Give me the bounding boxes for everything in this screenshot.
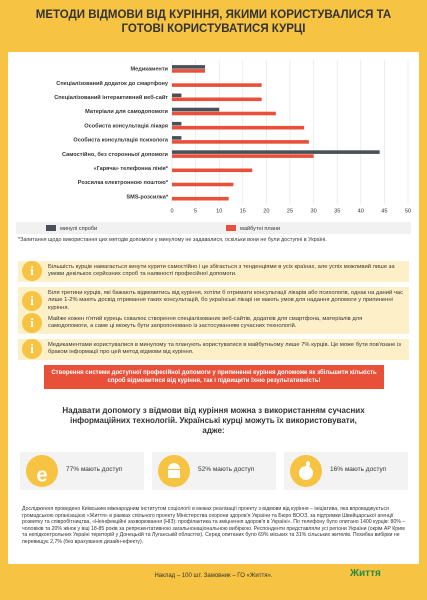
bar bbox=[172, 69, 206, 73]
access-card: 52% мають доступ bbox=[152, 452, 276, 490]
x-tick-label: 0 bbox=[170, 208, 173, 214]
bar bbox=[172, 196, 229, 201]
info-icon: i bbox=[22, 313, 42, 334]
fact-box: i Біля третини курців, які бажають відмов… bbox=[18, 287, 409, 316]
bar bbox=[172, 65, 206, 69]
title: МЕТОДИ ВІДМОВИ ВІД КУРІННЯ, ЯКИМИ КОРИСТ… bbox=[35, 9, 392, 35]
chart: 0 5 10 15 20 25 30 35 40 45 50 Медикаменти Спеціаліз… bbox=[54, 60, 411, 214]
fact-text: Медикаментами користувалися в минулому т… bbox=[48, 342, 401, 356]
legend-label: минулі спроби bbox=[60, 226, 97, 232]
bar bbox=[172, 121, 182, 126]
bar bbox=[172, 182, 234, 187]
footnote: *Запитання щодо використання цих методів… bbox=[18, 237, 327, 243]
bar bbox=[172, 97, 262, 102]
info-icon: i bbox=[22, 261, 42, 282]
bar bbox=[172, 83, 262, 87]
legend-label: майбутні плани bbox=[240, 225, 280, 232]
category-label: Особиста консультація психолога bbox=[73, 137, 169, 144]
category-label: SMS-розсилка* bbox=[126, 194, 168, 200]
bar bbox=[172, 93, 182, 98]
fact-text: Більшість курців намагається кинути кури… bbox=[48, 264, 395, 278]
x-tick-label: 50 bbox=[405, 208, 411, 214]
category-label: Спеціалізований інтерактивний веб-сайт bbox=[54, 94, 168, 101]
ie-icon: e bbox=[26, 455, 58, 487]
x-tick-label: 30 bbox=[310, 208, 316, 214]
x-tick-label: 20 bbox=[263, 208, 269, 214]
bar bbox=[172, 125, 305, 130]
x-tick-label: 15 bbox=[240, 208, 246, 214]
imprint: Наклад – 100 шт. Замовник – ГО «Життя». bbox=[154, 573, 273, 579]
x-tick-label: 45 bbox=[381, 208, 387, 214]
access-text: 16% мають доступ bbox=[330, 466, 387, 473]
banner: Створення системи доступної професійної … bbox=[44, 365, 384, 389]
access-card: e 77% мають доступ bbox=[20, 452, 144, 490]
fact-text: Майже кожен п'ятий курець схвалює створе… bbox=[48, 316, 363, 330]
category-label: Медикаменти bbox=[131, 67, 169, 73]
legend-swatch bbox=[46, 225, 56, 231]
apple-icon bbox=[290, 455, 322, 487]
category-label: «Гаряча» телефонна лінія* bbox=[93, 165, 168, 172]
bar bbox=[172, 111, 276, 116]
bar bbox=[172, 140, 309, 144]
category-label: Спеціалізований додаток до смартфону bbox=[56, 80, 169, 87]
study-text: Дослідження проведено Київським міжнарод… bbox=[22, 506, 406, 545]
info-icon: i bbox=[22, 339, 42, 360]
tech-heading: Надавати допомогу з відмови від куріння … bbox=[62, 406, 365, 435]
x-tick-label: 5 bbox=[194, 208, 197, 214]
category-label: Розсилка електронною поштою* bbox=[78, 180, 169, 186]
x-tick-label: 40 bbox=[358, 208, 364, 214]
bar bbox=[172, 168, 253, 173]
fact-box: i Майже кожен п'ятий курець схвалює створ… bbox=[18, 313, 409, 334]
logo: Життя bbox=[350, 568, 381, 579]
legend: минулі спроби майбутні плани bbox=[16, 222, 411, 234]
fact-text: Біля третини курців, які бажають відмови… bbox=[48, 290, 403, 311]
x-tick-label: 35 bbox=[334, 208, 340, 214]
bar bbox=[172, 136, 182, 140]
svg-text:e: e bbox=[36, 464, 47, 486]
bar bbox=[172, 154, 314, 158]
access-text: 77% мають доступ bbox=[66, 466, 123, 473]
x-tick-label: 25 bbox=[287, 208, 293, 214]
fact-box: i Медикаментами користувалися в минулому … bbox=[18, 339, 409, 360]
fact-box: i Більшість курців намагається кинути кур… bbox=[18, 261, 409, 282]
category-label: Матеріали для самодопомоги bbox=[85, 109, 168, 115]
access-card: 16% мають доступ bbox=[284, 452, 408, 490]
legend-bg bbox=[16, 222, 411, 234]
category-label: Самостійно, без сторонньої допомоги bbox=[62, 151, 169, 158]
x-tick-label: 10 bbox=[216, 208, 222, 214]
legend-swatch bbox=[226, 225, 236, 231]
bar bbox=[172, 107, 220, 112]
category-label: Особиста консультація лікаря bbox=[84, 122, 168, 129]
access-text: 52% мають доступ bbox=[198, 466, 255, 473]
bar bbox=[172, 150, 380, 154]
info-icon: i bbox=[22, 291, 42, 312]
android-icon bbox=[158, 455, 190, 487]
